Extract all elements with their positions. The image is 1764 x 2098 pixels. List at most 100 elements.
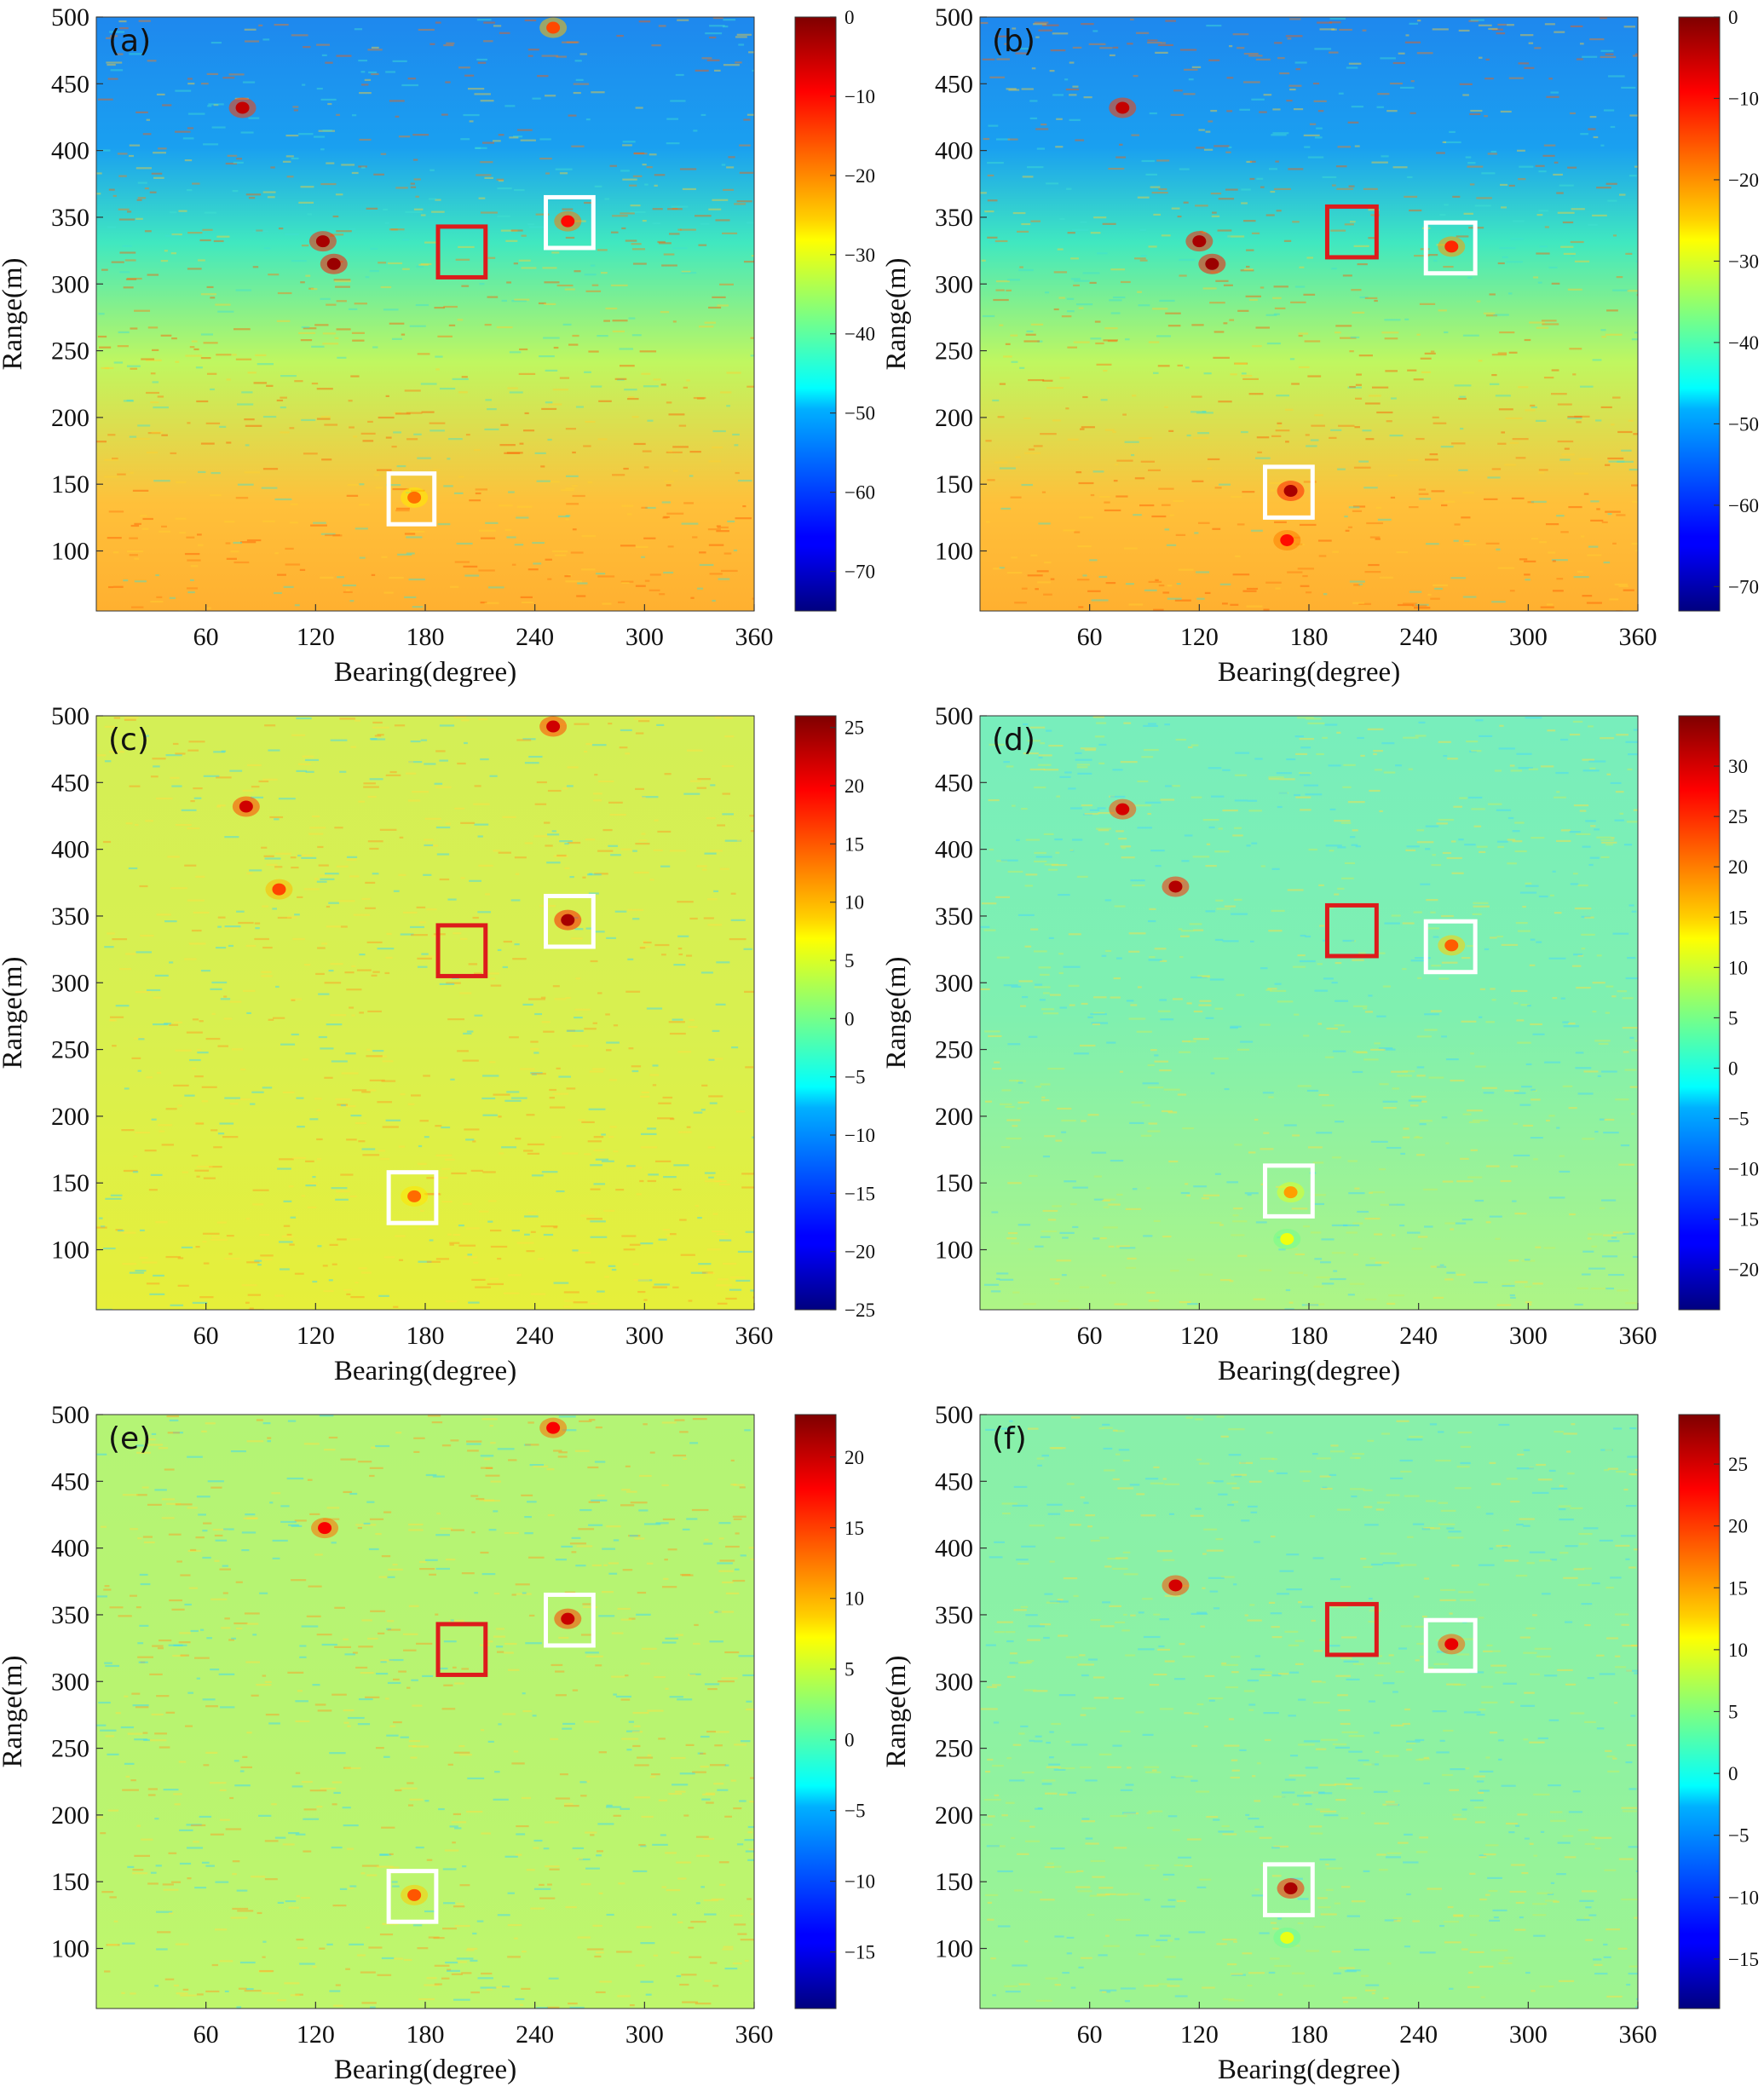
colorbar — [794, 16, 837, 612]
colorbar-tick-label: −40 — [845, 324, 875, 345]
hotspot-core — [1283, 1882, 1298, 1895]
y-tick-label: 250 — [935, 337, 973, 366]
y-tick-label: 500 — [935, 3, 973, 32]
colorbar-tick-label: 15 — [1728, 1577, 1748, 1599]
x-tick-label: 360 — [1619, 2020, 1657, 2049]
heatmap-image — [96, 716, 754, 1310]
hotspot-core — [561, 215, 575, 228]
x-tick-label: 240 — [1399, 2020, 1438, 2049]
colorbar-tick-label: 5 — [845, 1659, 855, 1680]
y-tick-label: 300 — [51, 270, 89, 298]
y-tick-label: 400 — [935, 1535, 973, 1563]
heatmap-image — [96, 1415, 754, 2009]
y-tick-label: 450 — [935, 70, 973, 98]
hotspot-core — [239, 800, 253, 813]
y-axis-label: Range(m) — [0, 957, 28, 1069]
hotspot-core — [1280, 1931, 1294, 1944]
colorbar-tick-label: 10 — [1728, 1640, 1748, 1661]
colorbar-tick-label: −10 — [1728, 88, 1759, 109]
y-tick-label: 350 — [935, 1601, 973, 1629]
white-box — [1263, 1163, 1315, 1219]
y-tick-label: 500 — [51, 1401, 89, 1429]
colorbar — [1678, 715, 1721, 1311]
x-tick-label: 180 — [406, 2020, 445, 2049]
colorbar-tick-label: 25 — [1728, 806, 1748, 827]
red-box — [435, 1622, 488, 1677]
white-box — [544, 1592, 596, 1648]
y-axis-label: Range(m) — [881, 258, 912, 371]
panel-label: (c) — [108, 723, 149, 758]
x-tick-label: 180 — [406, 1322, 445, 1350]
colorbar-tick-label: 5 — [1728, 1007, 1738, 1029]
y-tick-label: 300 — [51, 1668, 89, 1696]
hotspot-core — [407, 491, 422, 504]
y-tick-label: 350 — [935, 204, 973, 232]
y-tick-label: 100 — [935, 538, 973, 566]
heatmap-background — [96, 1415, 754, 2009]
y-tick-label: 350 — [51, 204, 89, 232]
colorbar-tick-label: −70 — [845, 562, 875, 583]
y-tick-label: 500 — [935, 1401, 973, 1429]
colorbar-tick-label: 10 — [845, 1588, 864, 1610]
heatmap-image — [980, 716, 1638, 1310]
x-tick-label: 120 — [1180, 1322, 1219, 1350]
colorbar-tick-label: −30 — [1728, 251, 1759, 272]
colorbar-tick-label: 10 — [1728, 957, 1748, 978]
colorbar-tick-label: −5 — [845, 1067, 865, 1088]
colorbar-tick-label: −10 — [845, 1125, 875, 1146]
y-tick-label: 450 — [935, 1467, 973, 1496]
hotspot-core — [1444, 1638, 1459, 1651]
colorbar-tick-label: −60 — [1728, 495, 1759, 516]
hotspot-core — [546, 21, 561, 34]
y-axis-label: Range(m) — [0, 1656, 28, 1768]
colorbar-tick-label: −30 — [845, 245, 875, 266]
x-tick-label: 120 — [297, 2020, 335, 2049]
hotspot-core — [318, 1522, 332, 1535]
colorbar-tick-label: −60 — [845, 482, 875, 504]
hotspot-core — [1115, 101, 1130, 114]
colorbar-tick-label: −20 — [845, 1242, 875, 1263]
colorbar — [794, 715, 837, 1311]
colorbar — [1678, 1414, 1721, 2009]
white-box — [386, 471, 437, 527]
hotspot-core — [1115, 803, 1130, 816]
colorbar-tick-label: 25 — [845, 718, 864, 739]
y-tick-label: 150 — [935, 1868, 973, 1896]
colorbar-tick-label: 10 — [845, 892, 864, 914]
y-tick-label: 250 — [51, 1036, 89, 1064]
y-tick-label: 300 — [935, 1668, 973, 1696]
x-tick-label: 120 — [1180, 623, 1219, 651]
colorbar-tick-label: 25 — [1728, 1454, 1748, 1475]
heatmap-background — [980, 1415, 1638, 2009]
x-tick-label: 240 — [516, 623, 554, 651]
x-tick-label: 360 — [735, 623, 774, 651]
colorbar-tick-label: −10 — [845, 86, 875, 107]
white-box — [1423, 1617, 1478, 1674]
colorbar-tick-label: −5 — [1728, 1825, 1749, 1847]
x-tick-label: 300 — [1509, 623, 1548, 651]
y-tick-label: 450 — [51, 1467, 89, 1496]
x-tick-label: 360 — [735, 2020, 774, 2049]
red-box — [1324, 1601, 1379, 1657]
colorbar-tick-label: 15 — [845, 833, 864, 855]
x-tick-label: 300 — [625, 2020, 664, 2049]
y-tick-label: 150 — [51, 470, 89, 499]
y-tick-label: 450 — [935, 769, 973, 797]
hotspot-core — [1283, 1186, 1298, 1199]
x-tick-label: 60 — [1077, 1322, 1103, 1350]
x-tick-label: 180 — [1290, 623, 1329, 651]
white-box — [386, 1869, 439, 1924]
hotspot-core — [235, 101, 250, 114]
panel-label: (a) — [108, 24, 151, 59]
x-tick-label: 60 — [1077, 623, 1103, 651]
white-box — [1263, 1862, 1315, 1917]
y-tick-label: 250 — [51, 337, 89, 366]
colorbar — [794, 1414, 837, 2009]
y-tick-label: 400 — [51, 836, 89, 864]
y-tick-label: 200 — [51, 404, 89, 432]
colorbar-tick-label: −70 — [1728, 576, 1759, 597]
y-tick-label: 500 — [51, 702, 89, 730]
y-tick-label: 300 — [51, 969, 89, 997]
colorbar-tick-label: −20 — [845, 165, 875, 187]
